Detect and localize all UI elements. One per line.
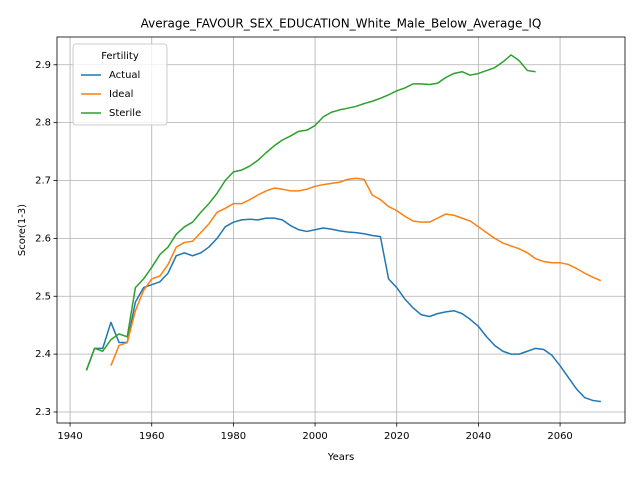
x-tick-label: 1960 bbox=[139, 431, 164, 442]
legend-title: Fertility bbox=[101, 51, 139, 62]
plot-frame bbox=[56, 36, 626, 424]
y-tick-label: 2.8 bbox=[35, 118, 51, 129]
chart-title: Average_FAVOUR_SEX_EDUCATION_White_Male_… bbox=[141, 17, 542, 31]
legend-box bbox=[72, 43, 168, 126]
x-tick-label: 1980 bbox=[221, 431, 246, 442]
legend-label: Sterile bbox=[109, 108, 141, 119]
y-tick-label: 2.6 bbox=[35, 233, 51, 244]
line bbox=[110, 177, 602, 366]
x-tick-label: 2020 bbox=[384, 431, 409, 442]
line bbox=[85, 54, 536, 371]
y-axis-label: Score(1-3) bbox=[17, 204, 28, 256]
legend-label: Actual bbox=[109, 70, 140, 81]
y-tick-label: 2.4 bbox=[35, 349, 51, 360]
x-tick-label: 2000 bbox=[302, 431, 327, 442]
legend-label: Ideal bbox=[109, 89, 133, 100]
line bbox=[85, 217, 602, 403]
x-tick-label: 2060 bbox=[547, 431, 572, 442]
x-tick-label: 1940 bbox=[57, 431, 82, 442]
y-tick-label: 2.9 bbox=[35, 60, 51, 71]
y-tick-label: 2.5 bbox=[35, 291, 51, 302]
x-axis-label: Years bbox=[327, 452, 354, 463]
y-tick-label: 2.7 bbox=[35, 176, 51, 187]
x-tick-label: 2040 bbox=[466, 431, 491, 442]
y-tick-label: 2.3 bbox=[35, 407, 51, 418]
